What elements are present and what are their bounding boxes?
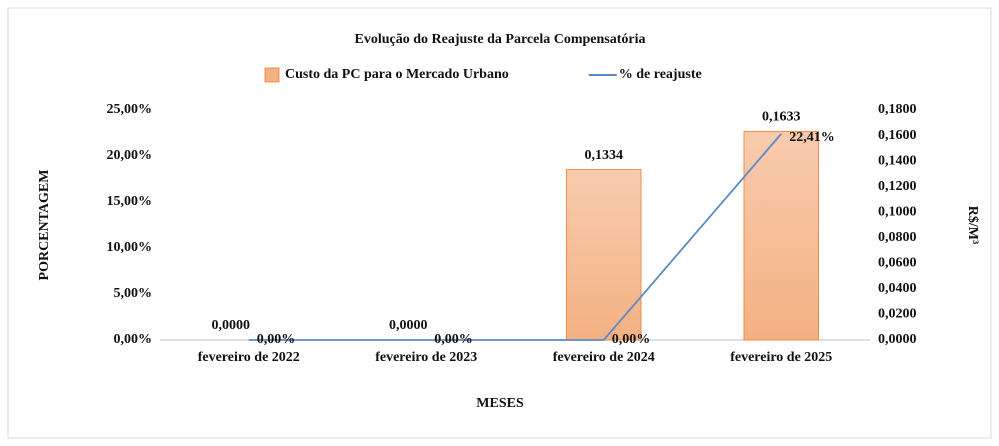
- x-tick-label: fevereiro de 2023: [375, 350, 477, 365]
- x-axis-label: MESES: [476, 396, 524, 411]
- y2-tick-label: 0,1800: [878, 102, 917, 117]
- y2-tick-label: 0,1000: [878, 204, 917, 219]
- chart-title: Evolução do Reajuste da Parcela Compensa…: [355, 32, 646, 47]
- y-tick-label: 20,00%: [107, 148, 153, 163]
- bar-value-label: 0,1334: [585, 148, 624, 163]
- line-value-label: 22,41%: [789, 130, 835, 145]
- x-tick-label: fevereiro de 2024: [553, 350, 655, 365]
- line-value-label: 0,00%: [434, 332, 473, 347]
- bar-value-label: 0,1633: [762, 110, 801, 125]
- legend-label: Custo da PC para o Mercado Urbano: [285, 67, 509, 82]
- line-value-label: 0,00%: [257, 332, 296, 347]
- y2-tick-label: 0,0400: [878, 281, 917, 296]
- y2-tick-label: 0,0800: [878, 230, 917, 245]
- y-tick-label: 0,00%: [114, 332, 153, 347]
- legend-label: % de reajuste: [619, 67, 702, 82]
- y2-axis-label: R$/M³: [965, 206, 980, 244]
- y2-tick-label: 0,0200: [878, 307, 917, 322]
- y-tick-label: 10,00%: [107, 240, 153, 255]
- bar: [743, 130, 819, 341]
- line: [248, 133, 782, 341]
- chart-frame: [7, 7, 992, 439]
- legend-swatch: [264, 67, 280, 83]
- y2-tick-label: 0,1200: [878, 179, 917, 194]
- y2-tick-label: 0,1400: [878, 153, 917, 168]
- line-value-label: 0,00%: [612, 332, 651, 347]
- x-tick-label: fevereiro de 2022: [198, 350, 300, 365]
- y-axis-label: PORCENTAGEM: [37, 170, 52, 281]
- bar: [566, 169, 642, 341]
- bar-value-label: 0,0000: [389, 318, 428, 333]
- y-tick-label: 25,00%: [107, 102, 153, 117]
- bar-value-label: 0,0000: [212, 318, 251, 333]
- y2-tick-label: 0,0000: [878, 332, 917, 347]
- y-tick-label: 15,00%: [107, 194, 153, 209]
- y2-tick-label: 0,0600: [878, 256, 917, 271]
- y-tick-label: 5,00%: [114, 286, 153, 301]
- x-tick-label: fevereiro de 2025: [730, 350, 832, 365]
- y2-tick-label: 0,1600: [878, 128, 917, 143]
